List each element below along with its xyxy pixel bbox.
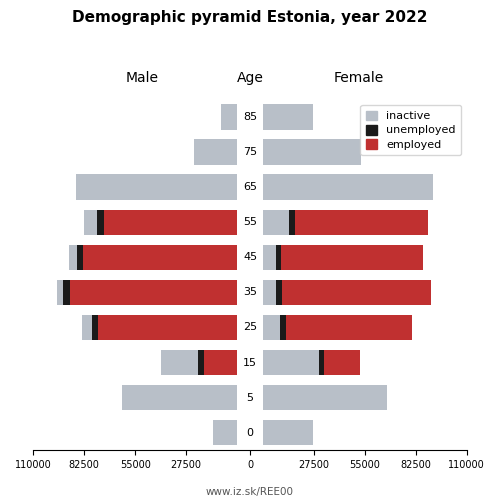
Bar bbox=[104, 210, 237, 235]
Bar bbox=[63, 280, 70, 305]
Bar bbox=[161, 350, 198, 375]
Legend: inactive, unemployed, employed: inactive, unemployed, employed bbox=[360, 105, 461, 155]
Text: 0: 0 bbox=[246, 428, 254, 438]
Bar bbox=[324, 350, 360, 375]
Bar bbox=[76, 174, 237, 200]
Bar bbox=[263, 104, 313, 130]
Text: Female: Female bbox=[333, 72, 384, 86]
Bar bbox=[318, 350, 324, 375]
Bar bbox=[82, 315, 92, 340]
Bar bbox=[263, 280, 276, 305]
Bar bbox=[263, 350, 318, 375]
Text: 25: 25 bbox=[243, 322, 257, 332]
Bar bbox=[263, 385, 387, 410]
Bar bbox=[280, 244, 423, 270]
Bar bbox=[204, 350, 237, 375]
Bar bbox=[122, 385, 237, 410]
Bar bbox=[84, 210, 98, 235]
Bar bbox=[295, 210, 428, 235]
Bar bbox=[276, 280, 282, 305]
Text: 5: 5 bbox=[246, 392, 254, 402]
Bar bbox=[276, 244, 280, 270]
Bar bbox=[70, 280, 237, 305]
Bar bbox=[289, 210, 295, 235]
Bar bbox=[70, 244, 77, 270]
Bar bbox=[98, 315, 237, 340]
Bar bbox=[280, 315, 286, 340]
Text: 75: 75 bbox=[243, 147, 257, 157]
Bar bbox=[92, 315, 98, 340]
Bar bbox=[263, 140, 361, 164]
Bar bbox=[98, 210, 103, 235]
Text: 55: 55 bbox=[243, 217, 257, 227]
Bar bbox=[77, 244, 84, 270]
Bar bbox=[263, 420, 313, 446]
Bar bbox=[263, 315, 280, 340]
Bar bbox=[222, 104, 237, 130]
Text: 15: 15 bbox=[243, 358, 257, 368]
Bar bbox=[198, 350, 203, 375]
Bar bbox=[286, 315, 412, 340]
Text: 35: 35 bbox=[243, 288, 257, 298]
Text: www.iz.sk/REE00: www.iz.sk/REE00 bbox=[206, 488, 294, 498]
Text: 65: 65 bbox=[243, 182, 257, 192]
Text: Demographic pyramid Estonia, year 2022: Demographic pyramid Estonia, year 2022 bbox=[72, 10, 428, 25]
Bar bbox=[282, 280, 430, 305]
Bar bbox=[194, 140, 237, 164]
Text: 45: 45 bbox=[243, 252, 257, 262]
Bar bbox=[213, 420, 237, 446]
Bar bbox=[84, 244, 237, 270]
Text: 85: 85 bbox=[243, 112, 257, 122]
Bar bbox=[56, 280, 63, 305]
Bar bbox=[263, 210, 289, 235]
Bar bbox=[263, 244, 276, 270]
Bar bbox=[263, 174, 434, 200]
Text: Male: Male bbox=[125, 72, 158, 86]
Text: Age: Age bbox=[236, 72, 264, 86]
